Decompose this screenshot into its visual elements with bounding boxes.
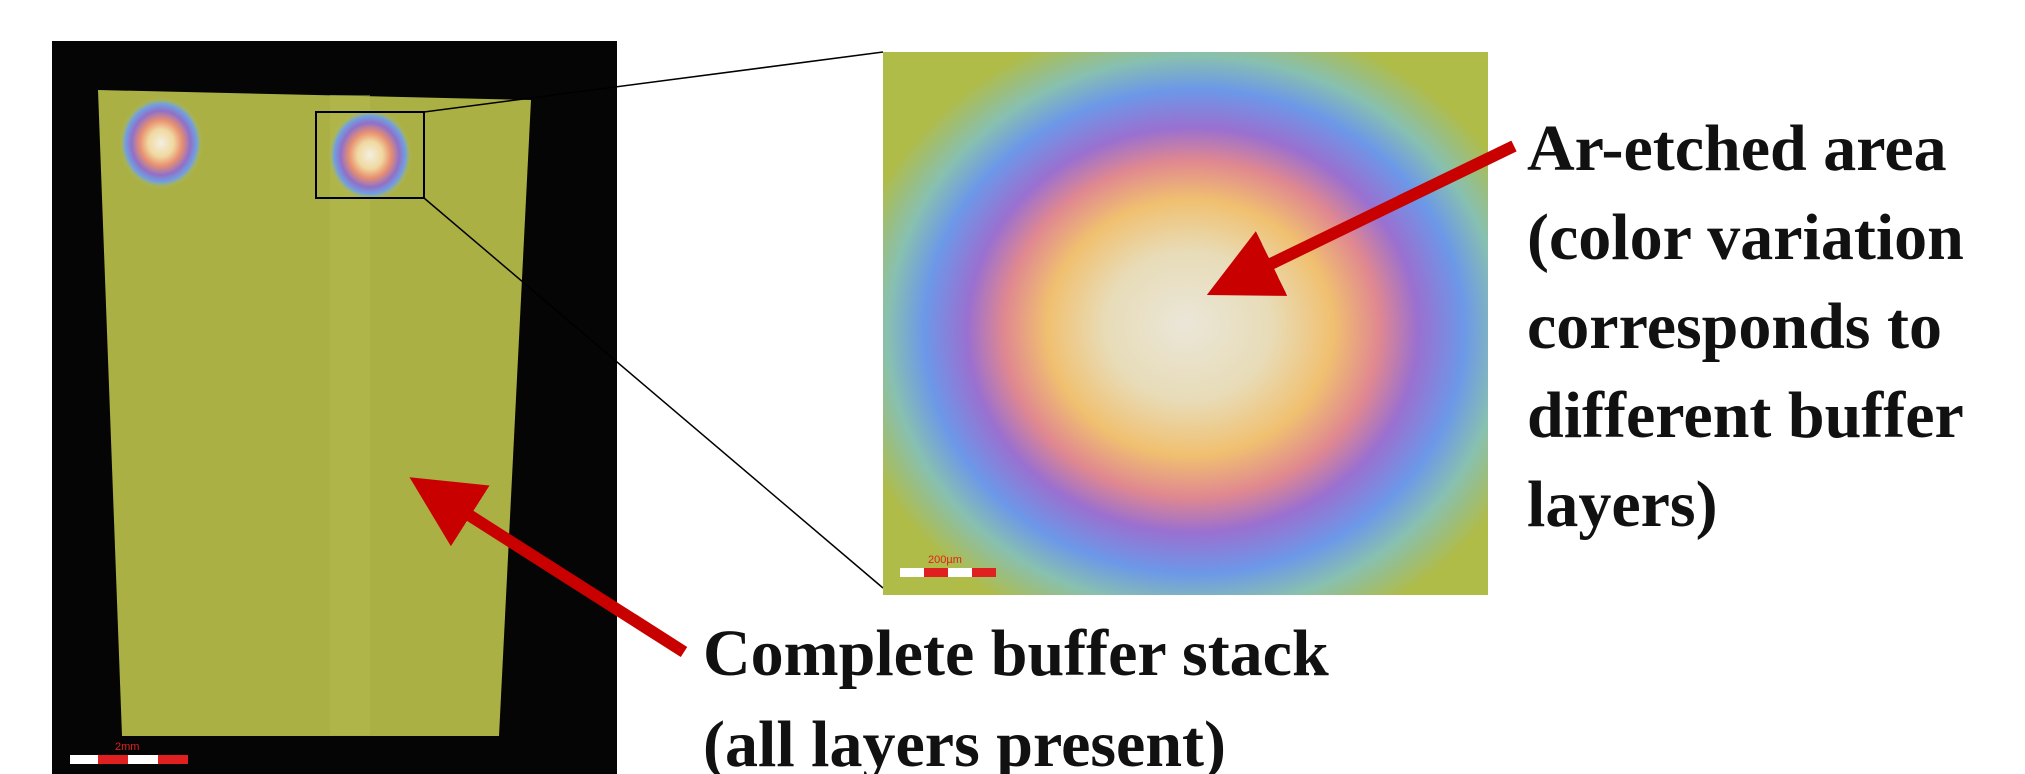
callout-line: (all layers present) — [703, 708, 1226, 774]
overview-image: 2mm — [52, 41, 617, 774]
zoom-image: 200µm — [883, 52, 1488, 595]
callout-line: (color variation — [1527, 201, 1964, 274]
callout-line: Complete buffer stack — [703, 617, 1329, 690]
slide-canvas: 2mm 200µm Ar-etched area (color variation… — [0, 0, 2025, 774]
scale-bar-label: 200µm — [928, 554, 962, 566]
scale-bar-label: 2mm — [115, 741, 139, 753]
callout-line: different buffer — [1527, 379, 1964, 452]
callout-line: layers) — [1527, 468, 1718, 541]
slide: 2mm 200µm Ar-etched area (color variation… — [0, 0, 2025, 774]
callout-line: corresponds to — [1527, 290, 1942, 363]
callout-stack: Complete buffer stack (all layers present… — [703, 617, 1329, 774]
callout-etched: Ar-etched area (color variation correspond… — [1527, 112, 1964, 541]
callout-line: Ar-etched area — [1527, 112, 1947, 185]
